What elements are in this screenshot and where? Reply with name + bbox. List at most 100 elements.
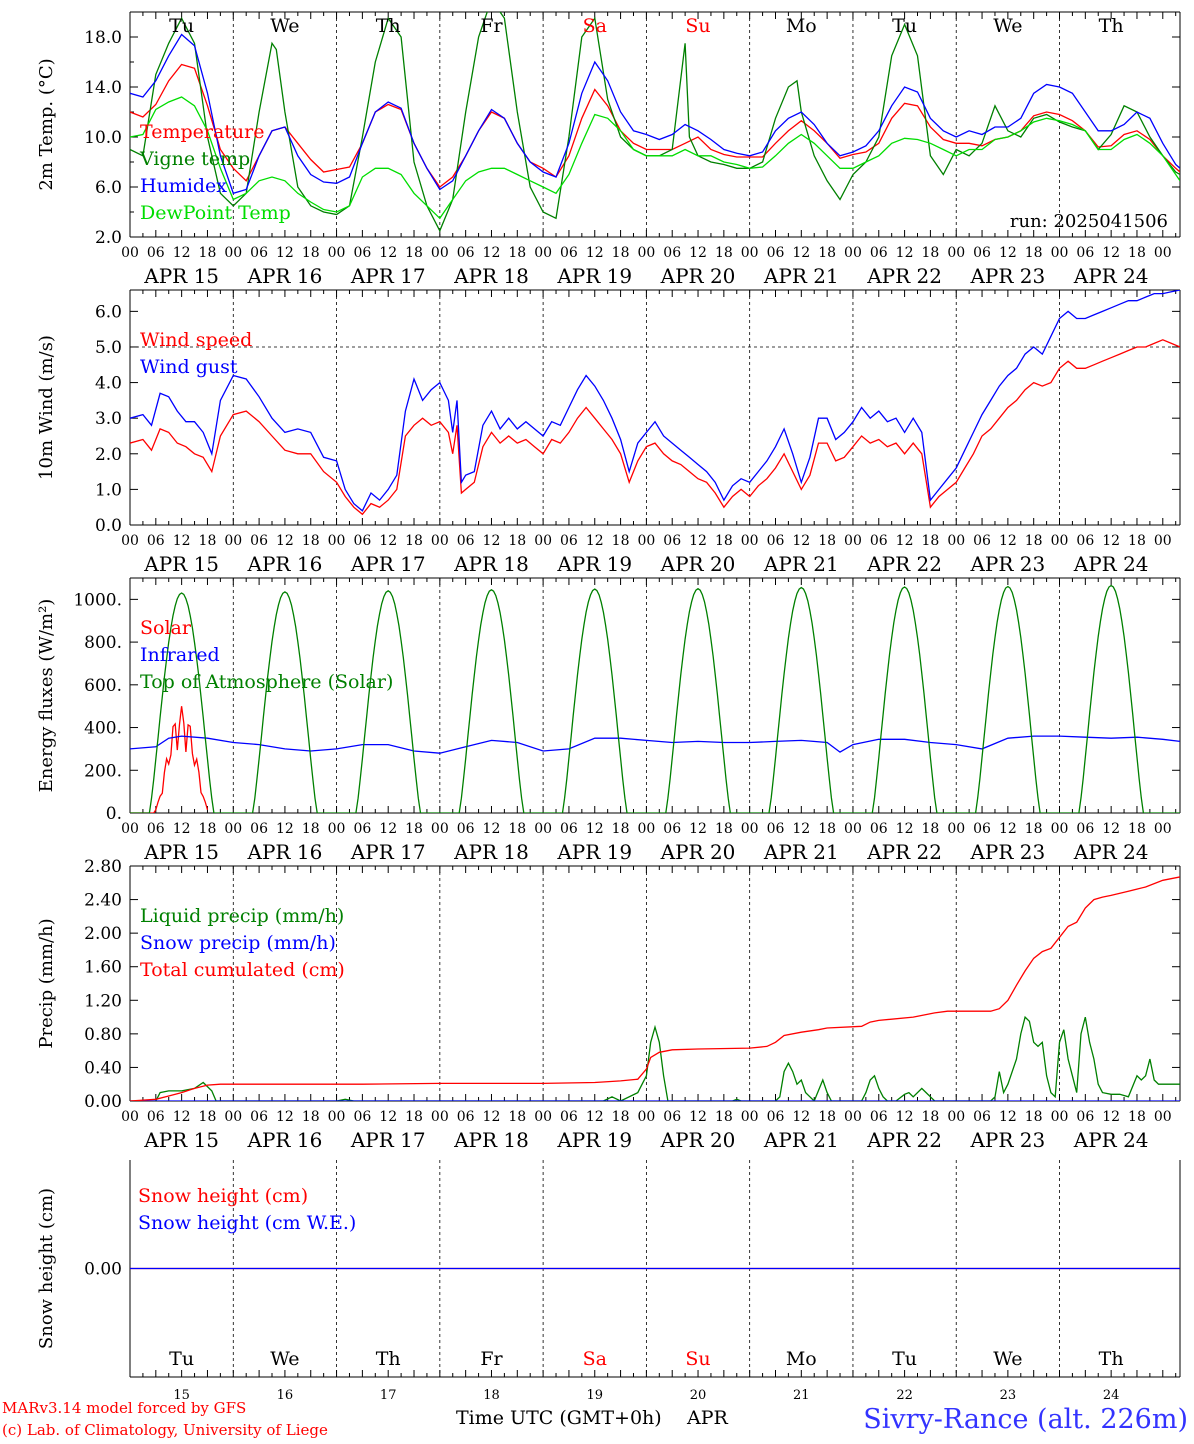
day-name-top: Su <box>685 15 710 37</box>
x-hour-label: 06 <box>250 821 268 837</box>
x-hour-label: 12 <box>173 245 191 261</box>
x-hour-label: 12 <box>173 533 191 549</box>
x-date-label: APR 21 <box>763 1128 839 1152</box>
x-hour-label: 18 <box>1025 245 1043 261</box>
x-hour-label: 18 <box>715 533 733 549</box>
day-name-bottom: Th <box>1099 1348 1124 1370</box>
x-date-label: APR 15 <box>143 1128 219 1152</box>
x-date-label: APR 20 <box>660 840 736 864</box>
day-number: 15 <box>173 1388 190 1403</box>
x-hour-label: 12 <box>483 1109 501 1125</box>
x-date-label: APR 16 <box>247 552 323 576</box>
series-dewpoint-temp <box>130 96 1180 220</box>
x-hour-label: 18 <box>715 245 733 261</box>
x-hour-label: 06 <box>457 533 475 549</box>
x-hour-label: 12 <box>379 821 397 837</box>
y-tick-label: 0.00 <box>84 1260 122 1280</box>
day-number: 23 <box>1000 1388 1017 1403</box>
station-title: Sivry-Rance (alt. 226m) <box>863 1404 1188 1435</box>
x-hour-label: 00 <box>328 245 346 261</box>
x-hour-label: 00 <box>431 533 449 549</box>
panel-1 <box>129 11 1181 238</box>
x-hour-label: 18 <box>715 1109 733 1125</box>
legend-entry: Snow height (cm W.E.) <box>138 1212 356 1234</box>
day-name-bottom: Su <box>685 1348 710 1370</box>
x-hour-label: 12 <box>276 245 294 261</box>
day-number: 22 <box>896 1388 913 1403</box>
x-hour-label: 00 <box>121 821 139 837</box>
y-tick-label: 2.00 <box>84 924 122 944</box>
x-hour-label: 18 <box>715 821 733 837</box>
x-date-label: APR 22 <box>866 264 942 288</box>
x-date-label: APR 19 <box>556 1128 632 1152</box>
x-hour-label: 18 <box>199 821 217 837</box>
x-hour-label: 18 <box>921 1109 939 1125</box>
x-hour-label: 00 <box>534 821 552 837</box>
x-hour-label: 12 <box>586 533 604 549</box>
x-hour-label: 18 <box>1128 821 1146 837</box>
x-hour-label: 00 <box>1154 245 1172 261</box>
x-hour-label: 18 <box>612 245 630 261</box>
x-hour-label: 00 <box>1051 1109 1069 1125</box>
x-hour-label: 18 <box>1128 1109 1146 1125</box>
x-hour-label: 18 <box>508 1109 526 1125</box>
day-name-bottom: Sa <box>583 1348 607 1370</box>
x-hour-label: 18 <box>199 245 217 261</box>
legend-entry: Snow height (cm) <box>138 1185 308 1207</box>
x-hour-label: 12 <box>483 821 501 837</box>
x-hour-label: 18 <box>1025 533 1043 549</box>
x-date-label: APR 23 <box>969 552 1045 576</box>
x-hour-label: 12 <box>792 245 810 261</box>
x-hour-label: 12 <box>896 533 914 549</box>
day-name-top: Th <box>1099 15 1124 37</box>
day-name-bottom: Fr <box>480 1348 503 1370</box>
y-tick-label: 1000. <box>73 590 122 610</box>
x-hour-label: 12 <box>586 1109 604 1125</box>
x-hour-label: 18 <box>612 533 630 549</box>
x-hour-label: 06 <box>353 821 371 837</box>
x-date-label: APR 18 <box>453 840 529 864</box>
y-tick-label: 6.0 <box>95 178 122 198</box>
x-hour-label: 06 <box>767 533 785 549</box>
x-hour-label: 06 <box>1076 245 1094 261</box>
x-hour-label: 18 <box>405 533 423 549</box>
x-hour-label: 06 <box>560 533 578 549</box>
x-hour-label: 00 <box>224 1109 242 1125</box>
x-hour-label: 12 <box>999 821 1017 837</box>
footer-copyright: (c) Lab. of Climatology, University of L… <box>2 1421 328 1439</box>
x-hour-label: 18 <box>818 533 836 549</box>
day-name-top: Tu <box>169 15 194 37</box>
day-number: 18 <box>483 1388 500 1403</box>
day-name-bottom: We <box>993 1348 1022 1370</box>
day-number: 16 <box>277 1388 294 1403</box>
x-hour-label: 00 <box>741 533 759 549</box>
x-hour-label: 06 <box>1076 533 1094 549</box>
x-hour-label: 00 <box>844 245 862 261</box>
day-number: 17 <box>380 1388 397 1403</box>
x-hour-label: 06 <box>870 821 888 837</box>
x-hour-label: 00 <box>534 245 552 261</box>
x-date-label: APR 21 <box>763 552 839 576</box>
legend-entry: Humidex <box>140 175 227 197</box>
x-hour-label: 06 <box>870 245 888 261</box>
x-hour-label: 06 <box>147 821 165 837</box>
y-tick-label: 2.0 <box>95 445 122 465</box>
y-tick-label: 14.0 <box>84 78 122 98</box>
x-date-label: APR 21 <box>763 264 839 288</box>
y-tick-label: 2.80 <box>84 857 122 877</box>
x-hour-label: 06 <box>457 1109 475 1125</box>
series-total-cumulated-cm <box>130 876 1180 1101</box>
series-wind-gust <box>130 290 1180 512</box>
x-date-label: APR 19 <box>556 840 632 864</box>
x-date-label: APR 16 <box>247 840 323 864</box>
x-hour-label: 06 <box>767 1109 785 1125</box>
x-hour-label: 18 <box>199 1109 217 1125</box>
day-name-top: Tu <box>892 15 917 37</box>
x-hour-label: 18 <box>508 533 526 549</box>
x-hour-label: 12 <box>379 245 397 261</box>
x-date-label: APR 16 <box>247 264 323 288</box>
x-hour-label: 18 <box>199 533 217 549</box>
x-hour-label: 06 <box>147 1109 165 1125</box>
